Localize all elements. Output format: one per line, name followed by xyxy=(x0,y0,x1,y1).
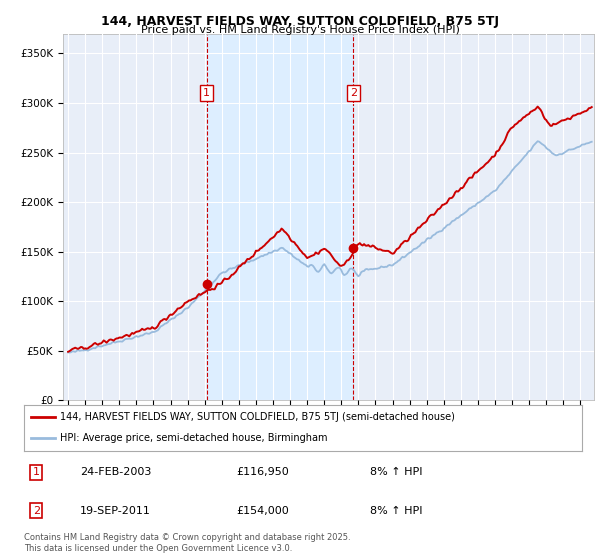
Text: 2: 2 xyxy=(350,88,357,98)
Text: 8% ↑ HPI: 8% ↑ HPI xyxy=(370,467,422,477)
Text: 2: 2 xyxy=(33,506,40,516)
Text: 1: 1 xyxy=(33,467,40,477)
Text: 19-SEP-2011: 19-SEP-2011 xyxy=(80,506,151,516)
Text: Price paid vs. HM Land Registry's House Price Index (HPI): Price paid vs. HM Land Registry's House … xyxy=(140,25,460,35)
Text: 24-FEB-2003: 24-FEB-2003 xyxy=(80,467,151,477)
Text: HPI: Average price, semi-detached house, Birmingham: HPI: Average price, semi-detached house,… xyxy=(60,433,328,444)
Text: 144, HARVEST FIELDS WAY, SUTTON COLDFIELD, B75 5TJ: 144, HARVEST FIELDS WAY, SUTTON COLDFIEL… xyxy=(101,15,499,27)
Text: £154,000: £154,000 xyxy=(236,506,289,516)
Text: 144, HARVEST FIELDS WAY, SUTTON COLDFIELD, B75 5TJ (semi-detached house): 144, HARVEST FIELDS WAY, SUTTON COLDFIEL… xyxy=(60,412,455,422)
Text: 8% ↑ HPI: 8% ↑ HPI xyxy=(370,506,422,516)
Text: Contains HM Land Registry data © Crown copyright and database right 2025.
This d: Contains HM Land Registry data © Crown c… xyxy=(24,533,350,553)
Text: £116,950: £116,950 xyxy=(236,467,289,477)
Bar xyxy=(207,34,353,400)
Text: 1: 1 xyxy=(203,88,210,98)
